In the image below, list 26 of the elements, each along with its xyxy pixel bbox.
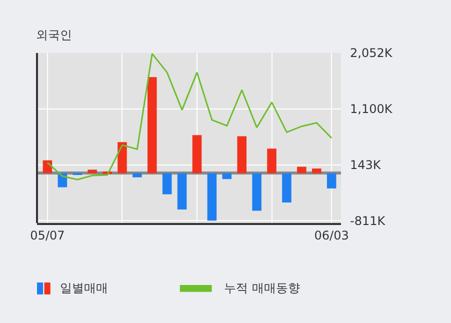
legend-label: 일별매매 [60, 281, 108, 295]
y-tick-label: 1,100K [350, 102, 394, 116]
bar [148, 77, 157, 174]
bar [192, 135, 202, 174]
bar [312, 168, 322, 174]
bar [88, 170, 97, 174]
bar [162, 173, 172, 194]
bar [118, 142, 127, 174]
bar [252, 173, 262, 211]
chart-title: 외국인 [36, 28, 72, 42]
x-tick-label: 05/07 [30, 228, 65, 242]
bar [237, 136, 246, 174]
bar [207, 173, 217, 221]
line-series [46, 53, 332, 180]
bar [297, 166, 306, 174]
y-tick-label: 143K [350, 158, 382, 172]
bar [222, 173, 232, 180]
bar [282, 173, 292, 202]
y-tick-label: 2,052K [350, 46, 394, 60]
x-tick-label: 06/03 [314, 228, 349, 242]
legend-label: 누적 매매동향 [224, 281, 300, 295]
bar [267, 148, 276, 174]
bar [132, 173, 142, 178]
bar [326, 173, 336, 188]
y-tick-label: -811K [350, 214, 386, 228]
bar [177, 173, 187, 210]
